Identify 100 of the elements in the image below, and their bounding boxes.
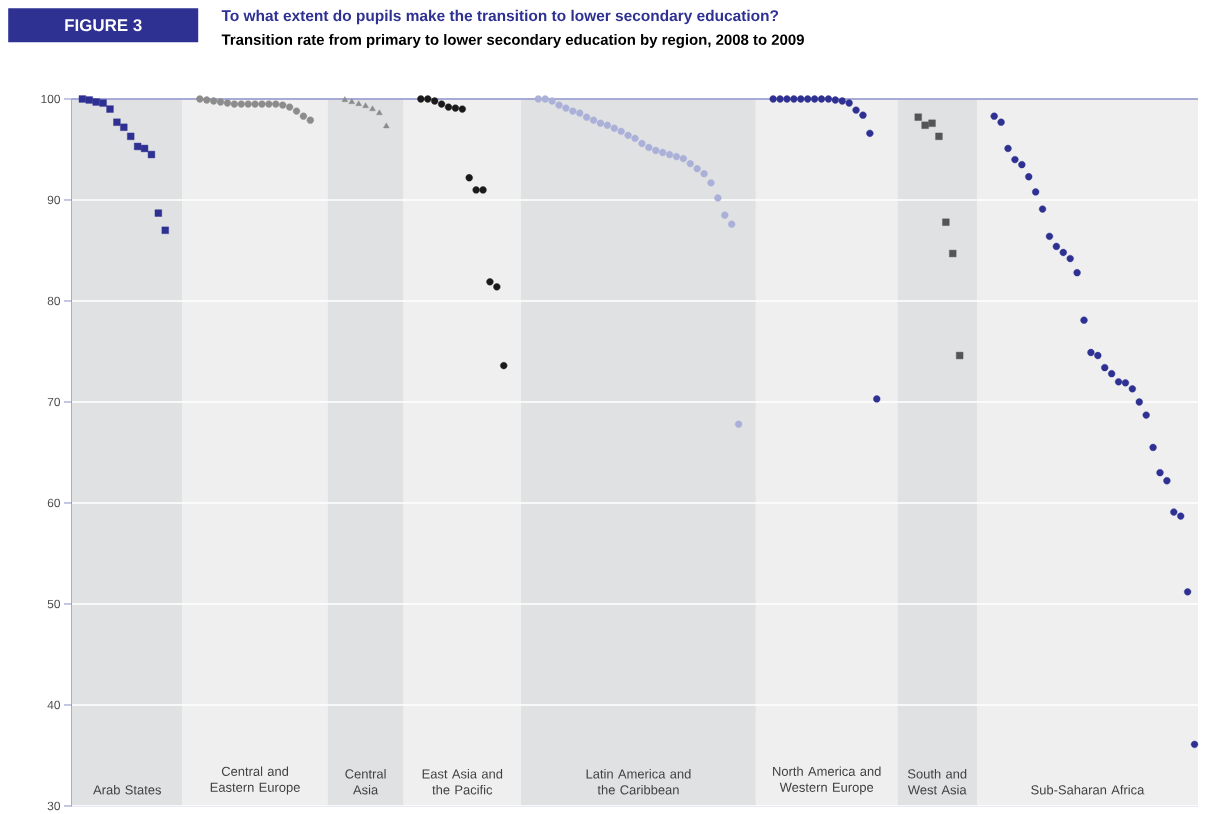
point	[997, 118, 1005, 127]
point	[1190, 741, 1199, 749]
point	[1163, 477, 1171, 485]
point	[1170, 508, 1178, 516]
point	[1059, 249, 1067, 257]
point	[852, 106, 860, 114]
point	[576, 109, 584, 117]
point	[1128, 385, 1136, 393]
point	[1045, 232, 1054, 241]
point	[1184, 588, 1192, 596]
point	[659, 149, 667, 157]
point	[804, 95, 812, 103]
point	[1101, 364, 1109, 372]
point	[1149, 444, 1157, 452]
point	[700, 170, 708, 178]
point	[617, 127, 625, 136]
y-tick-label: 40	[47, 700, 61, 710]
point	[1025, 173, 1033, 181]
point	[921, 121, 929, 130]
point	[1004, 145, 1012, 153]
point	[721, 211, 729, 219]
chart-title: To what extent do pupils make the transition to lower secondary education?	[221, 10, 779, 25]
point	[1032, 188, 1040, 196]
point	[728, 220, 736, 229]
annotation: Central and Eastern Europe	[210, 766, 300, 795]
point	[859, 111, 867, 119]
point	[1052, 243, 1060, 251]
point	[534, 95, 542, 103]
y-tick-label: 60	[47, 498, 61, 508]
point	[652, 147, 660, 155]
point	[1114, 378, 1123, 386]
point	[624, 131, 632, 140]
point	[845, 99, 853, 107]
point	[942, 218, 950, 227]
point	[1066, 255, 1074, 263]
point	[679, 155, 687, 163]
point	[569, 107, 577, 115]
y-tick-label: 70	[47, 397, 61, 407]
point	[1080, 316, 1088, 325]
annotation: South and West Asia	[907, 769, 967, 795]
point	[935, 132, 943, 141]
point	[665, 151, 674, 159]
point	[797, 95, 805, 103]
point	[707, 179, 715, 187]
point	[873, 395, 881, 403]
point	[1038, 205, 1047, 213]
point	[672, 153, 681, 161]
point	[548, 97, 556, 105]
point	[1087, 349, 1095, 357]
point	[1142, 411, 1150, 419]
point	[638, 140, 646, 148]
y-tick-label: 30	[47, 801, 61, 811]
annotation: Arab States	[93, 785, 161, 795]
point	[1121, 379, 1130, 387]
point	[541, 95, 549, 103]
point	[1177, 512, 1185, 520]
point	[949, 250, 957, 258]
point	[589, 116, 598, 125]
point	[956, 352, 964, 360]
point	[610, 124, 618, 133]
point	[1018, 161, 1026, 169]
y-tick-label: 50	[47, 599, 61, 609]
annotation: Sub-Saharan Africa	[1031, 785, 1145, 795]
annotation: Latin America and the Caribbean	[586, 769, 691, 795]
y-tick-label: 90	[47, 195, 61, 205]
annotation: East Asia and the Pacific	[422, 769, 503, 795]
point	[1073, 269, 1081, 277]
point	[596, 119, 605, 128]
point	[603, 121, 611, 130]
point	[1156, 469, 1164, 477]
point	[693, 165, 701, 173]
point	[776, 95, 784, 103]
point	[1108, 370, 1116, 378]
point	[769, 95, 777, 103]
point	[928, 119, 936, 128]
point	[583, 113, 591, 121]
point	[1094, 352, 1102, 360]
point	[838, 97, 846, 105]
point	[990, 112, 998, 120]
point	[735, 420, 743, 429]
y-tick-label: 100	[41, 94, 61, 104]
point	[866, 129, 874, 138]
point	[1011, 156, 1019, 164]
point	[686, 160, 694, 168]
point	[817, 95, 826, 103]
point	[783, 95, 791, 103]
annotation: North America and Western Europe	[773, 766, 881, 795]
caption: FIGURE 3	[65, 19, 142, 32]
point	[790, 95, 798, 103]
y-tick-label: 80	[47, 296, 61, 306]
point	[562, 104, 570, 112]
point	[824, 95, 833, 103]
chart-subtitle: Transition rate from primary to lower secondary education by region, 2008 to 2009	[221, 34, 804, 49]
point	[555, 101, 563, 109]
point	[811, 95, 819, 103]
point	[714, 194, 722, 202]
point	[914, 113, 922, 121]
point	[645, 144, 653, 152]
point	[831, 96, 839, 104]
point	[631, 135, 639, 143]
